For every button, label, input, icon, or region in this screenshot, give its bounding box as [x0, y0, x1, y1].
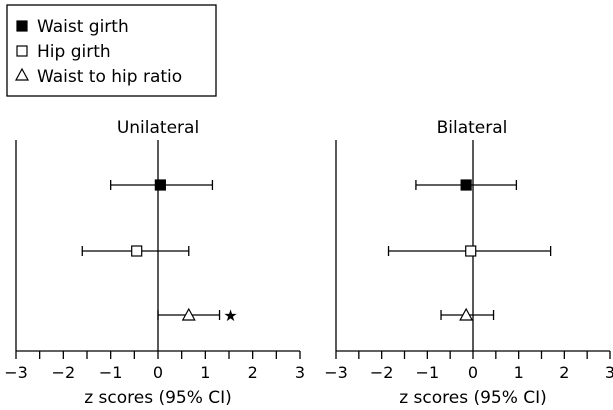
panel-title: Bilateral — [437, 118, 508, 138]
x-tick-label: −3 — [324, 363, 348, 382]
open-square-marker — [465, 245, 477, 257]
data-point-waist-girth — [415, 179, 518, 191]
panel-unilateral: Unilateral −3 −2 −1 0 1 2 3 z scores (95% CI) ★ — [4, 118, 305, 408]
data-point-hip-girth — [387, 245, 552, 257]
x-tick-label: 2 — [559, 363, 569, 382]
x-tick-label: 1 — [514, 363, 524, 382]
x-tick-label: −1 — [99, 363, 123, 382]
open-triangle-marker — [459, 307, 474, 321]
x-axis-label: z scores (95% CI) — [399, 388, 547, 408]
legend-label-waist-to-hip-ratio: Waist to hip ratio — [37, 67, 182, 87]
open-triangle-marker — [181, 307, 196, 321]
x-tick-label: −2 — [52, 363, 76, 382]
panel-title: Unilateral — [117, 118, 199, 138]
x-tick-label: −2 — [370, 363, 394, 382]
legend: Waist girth Hip girth Waist to hip ratio — [6, 4, 217, 97]
x-tick-label: 0 — [153, 363, 163, 382]
x-tick-label: 0 — [468, 363, 478, 382]
open-square-icon — [16, 45, 28, 57]
data-point-waist-girth — [110, 179, 214, 191]
legend-border — [6, 4, 217, 97]
x-tick-label: 3 — [295, 363, 305, 382]
open-square-marker — [131, 245, 143, 257]
significance-star-icon: ★ — [223, 306, 237, 325]
legend-entry-waist-to-hip-ratio: Waist to hip ratio — [14, 67, 182, 87]
open-triangle-icon — [14, 67, 30, 81]
filled-square-marker — [460, 179, 472, 191]
x-tick-label: −1 — [416, 363, 440, 382]
legend-entry-waist-girth: Waist girth — [16, 17, 129, 37]
data-point-waist-to-hip-ratio: ★ — [157, 306, 238, 325]
data-point-waist-to-hip-ratio — [440, 307, 495, 321]
x-tick-label: 2 — [248, 363, 258, 382]
x-tick-label: 3 — [605, 363, 613, 382]
x-tick-label: 1 — [200, 363, 210, 382]
x-axis-label: z scores (95% CI) — [84, 388, 232, 408]
legend-label-hip-girth: Hip girth — [37, 42, 111, 62]
panel-bilateral: Bilateral −3 −2 −1 0 1 2 3 z scores (95% CI) — [324, 118, 613, 408]
filled-square-marker — [154, 179, 166, 191]
data-point-hip-girth — [81, 245, 190, 257]
legend-entry-hip-girth: Hip girth — [16, 42, 111, 62]
legend-label-waist-girth: Waist girth — [37, 17, 129, 37]
filled-square-icon — [16, 20, 28, 32]
x-tick-label: −3 — [4, 363, 28, 382]
